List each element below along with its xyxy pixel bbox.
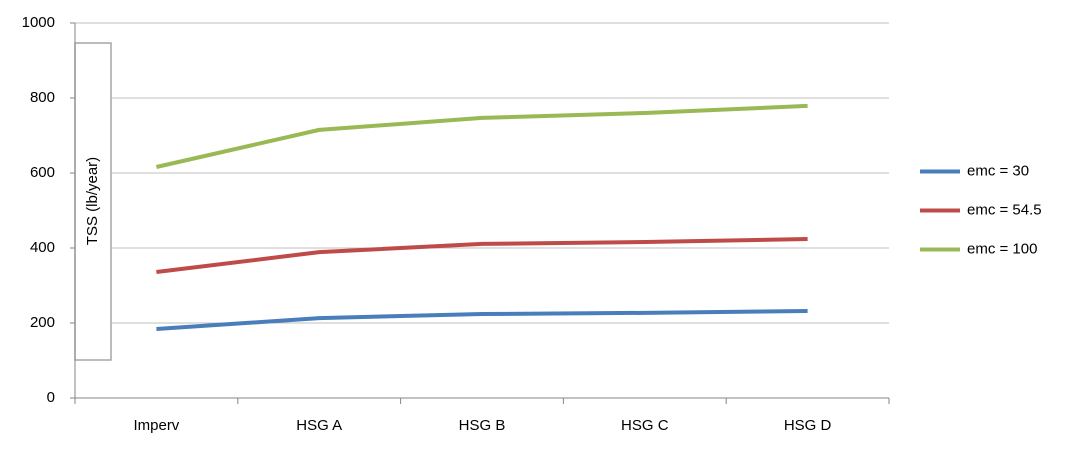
series-line [155, 103, 808, 169]
y-tick-label: 800 [30, 89, 55, 106]
y-tick-label: 1000 [22, 14, 55, 31]
x-tick-label: HSG A [296, 417, 342, 434]
y-tick-label: 400 [30, 239, 55, 256]
legend-label: emc = 100 [967, 240, 1037, 257]
x-tick-label: Imperv [133, 417, 179, 434]
y-tick-label: 0 [47, 389, 55, 406]
legend-label: emc = 54.5 [967, 201, 1042, 218]
series-line [156, 237, 808, 274]
x-tick-label: HSG C [621, 417, 669, 434]
legend-label: emc = 30 [967, 162, 1029, 179]
series-line [156, 309, 808, 331]
y-tick-label: 600 [30, 164, 55, 181]
x-tick-label: HSG B [459, 417, 506, 434]
y-label-box [74, 42, 112, 361]
y-axis-label: TSS (lb/year) [84, 157, 101, 245]
x-tick-label: HSG D [784, 417, 832, 434]
y-tick-label: 200 [30, 314, 55, 331]
